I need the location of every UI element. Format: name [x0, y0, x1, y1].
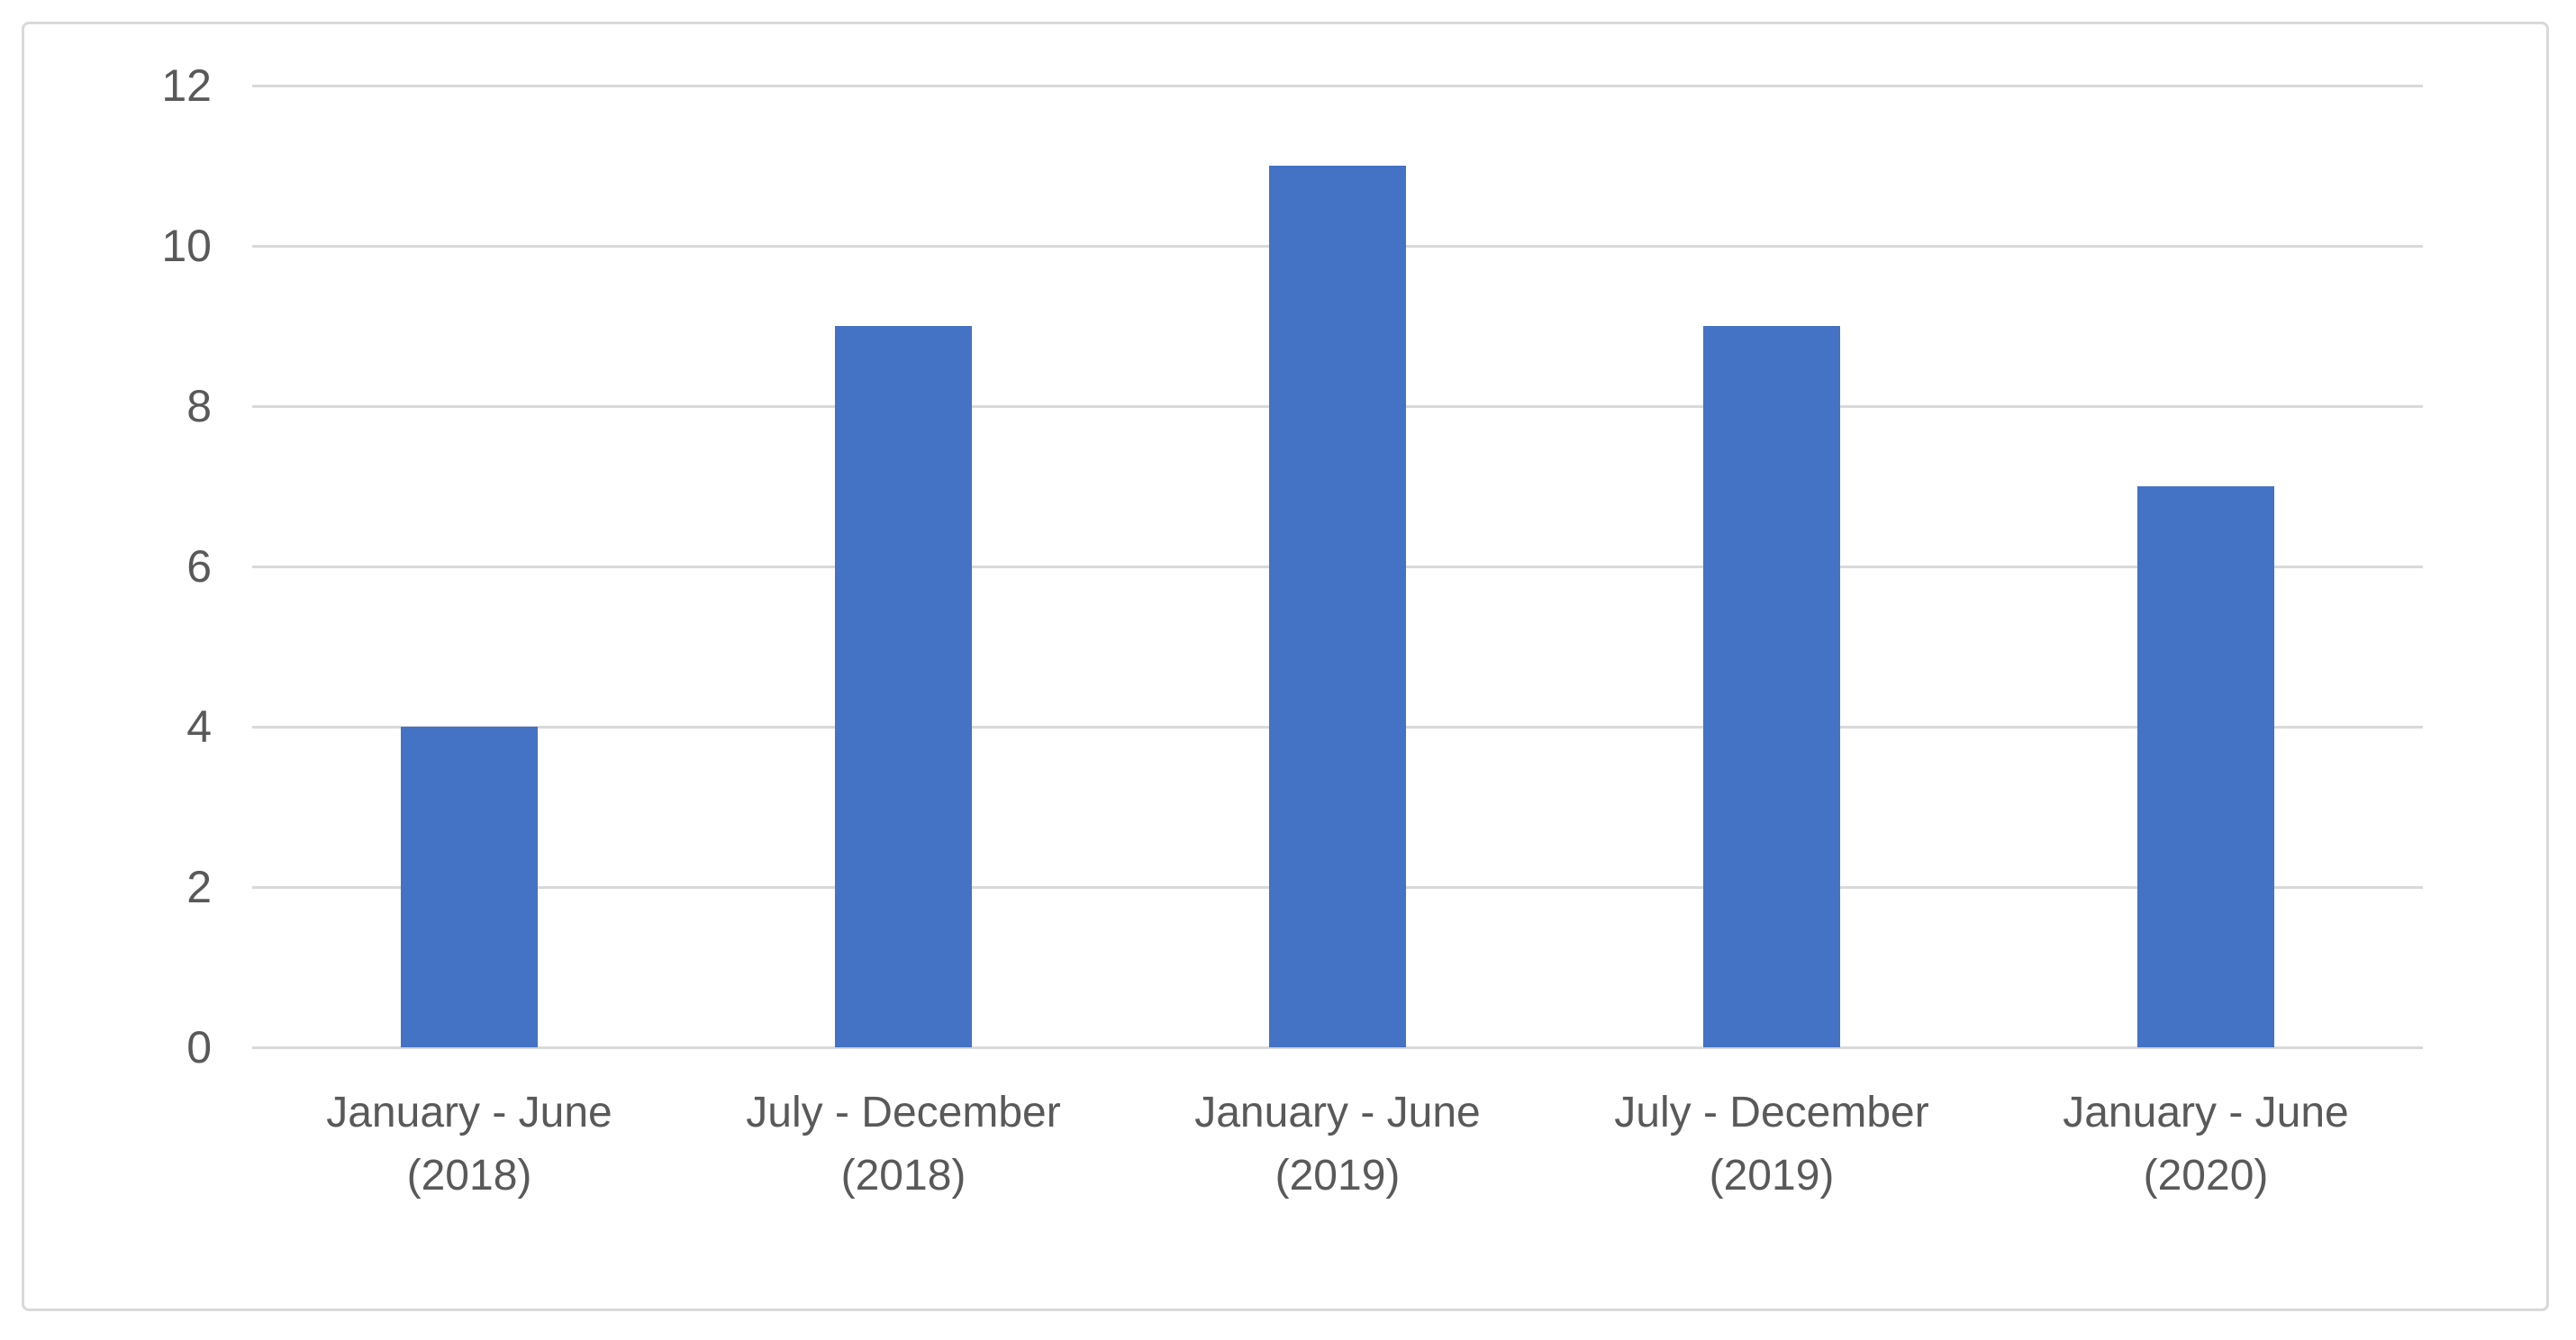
- chart-frame: 0 2 4 6 8 10 12 January - June (2018) July - Dec…: [22, 22, 2549, 1311]
- y-tick-label-12: 12: [161, 60, 212, 111]
- x-category-label-line2: (2019): [1709, 1152, 1835, 1200]
- bar-January - June (2020): [2137, 486, 2274, 1047]
- x-category-label-line2: (2019): [1274, 1152, 1401, 1200]
- bars-container: [252, 86, 2423, 1047]
- x-category-label-line2: (2018): [840, 1152, 966, 1200]
- x-category-label-line1: January - June: [1194, 1089, 1481, 1136]
- y-tick-label-10: 10: [161, 221, 212, 271]
- y-tick-label-8: 8: [186, 381, 212, 431]
- bar-July - December (2018): [835, 326, 972, 1047]
- y-tick-label-2: 2: [186, 862, 212, 912]
- y-tick-label-4: 4: [186, 702, 212, 752]
- y-axis-tick-labels: 0 2 4 6 8 10 12: [24, 60, 212, 1073]
- bar-slot: [1555, 86, 1989, 1047]
- x-category-label-line1: July - December: [746, 1089, 1061, 1136]
- gridline-y-0: [252, 1046, 2423, 1049]
- x-category-label: July - December (2019): [1555, 1082, 1989, 1208]
- x-category-label-line1: July - December: [1614, 1089, 1929, 1136]
- y-tick-label-6: 6: [186, 541, 212, 592]
- x-category-label: January - June (2020): [1989, 1082, 2423, 1208]
- x-axis-category-labels: January - June (2018) July - December (2018…: [252, 1082, 2423, 1208]
- gridline-y-12: [252, 85, 2423, 87]
- x-category-label: July - December (2018): [686, 1082, 1120, 1208]
- bar-January - June (2018): [401, 727, 538, 1047]
- bar-slot: [1989, 86, 2423, 1047]
- bar-slot: [252, 86, 686, 1047]
- x-category-label-line1: January - June: [326, 1089, 612, 1136]
- x-category-label: January - June (2018): [252, 1082, 686, 1208]
- bar-slot: [686, 86, 1120, 1047]
- x-category-label-line1: January - June: [2063, 1089, 2349, 1136]
- bar-slot: [1120, 86, 1555, 1047]
- x-category-label: January - June (2019): [1120, 1082, 1555, 1208]
- y-tick-label-0: 0: [186, 1022, 212, 1073]
- x-category-label-line2: (2020): [2143, 1152, 2269, 1200]
- x-category-label-line2: (2018): [406, 1152, 532, 1200]
- bar-July - December (2019): [1703, 326, 1840, 1047]
- plot-area: [252, 85, 2423, 1049]
- bar-January - June (2019): [1269, 166, 1406, 1047]
